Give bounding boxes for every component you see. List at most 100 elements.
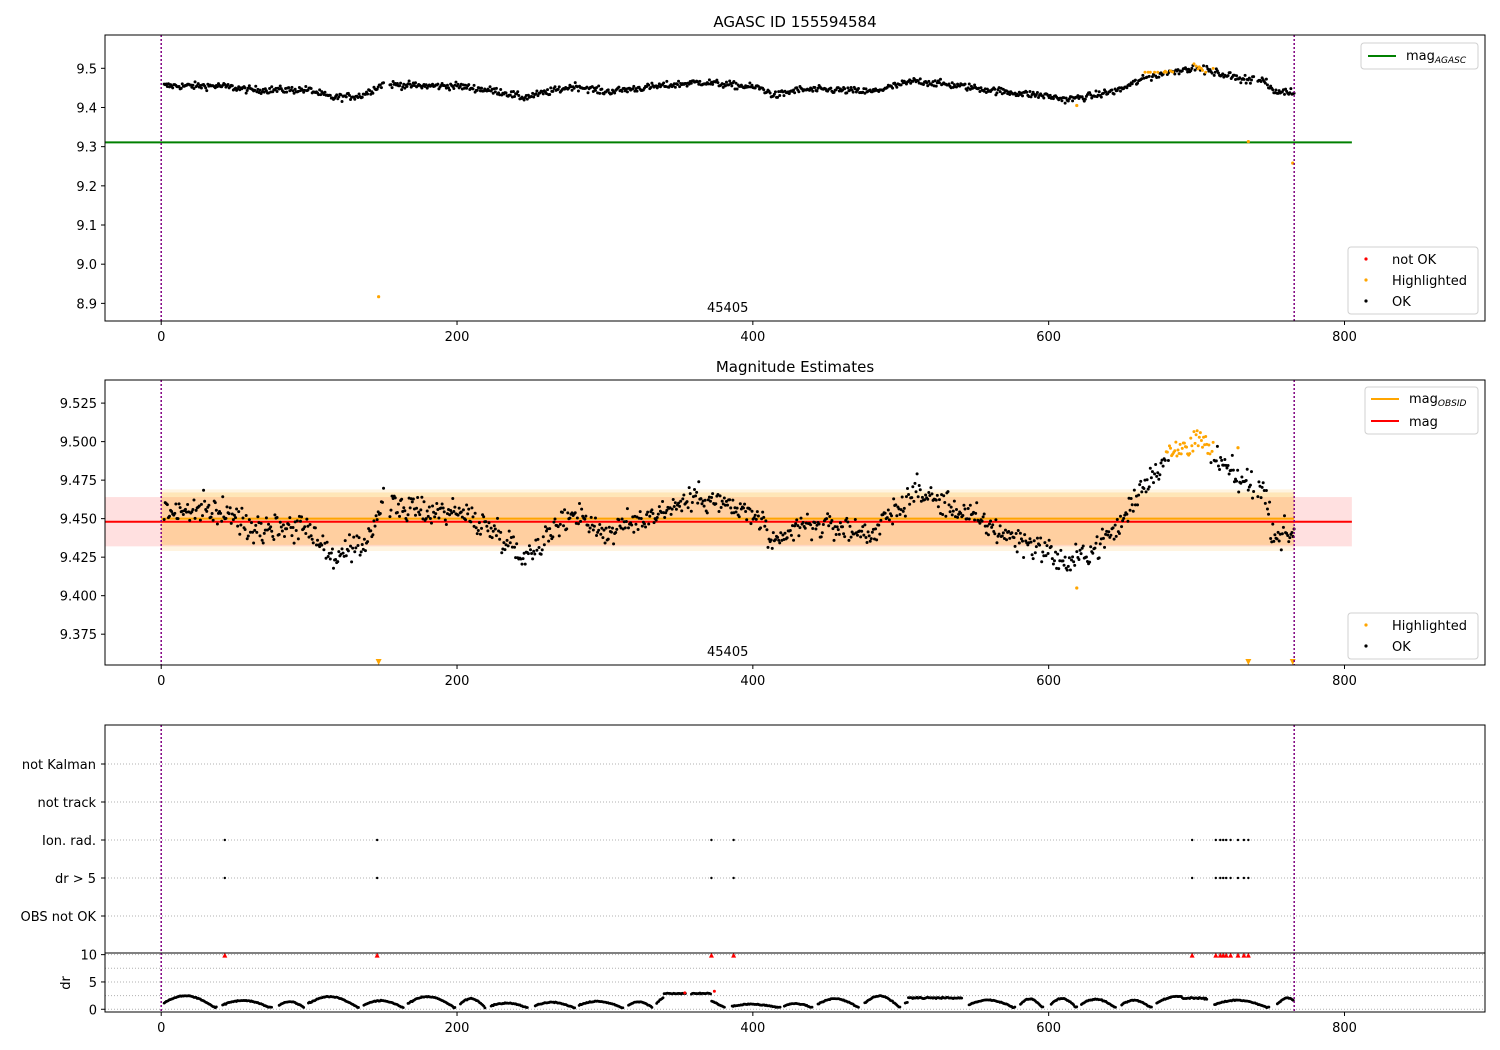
ok-point [353, 97, 357, 101]
ok-point [514, 556, 518, 560]
ok-point [715, 78, 719, 82]
ok-point [431, 82, 435, 86]
axes: 0 200 400 600 800 0 5 10 [80, 949, 1356, 1036]
ok-point [869, 537, 873, 541]
ok-point [1228, 71, 1232, 75]
ok-point [499, 87, 503, 91]
ok-point [986, 533, 990, 537]
ok-point [821, 522, 825, 526]
ok-point [340, 547, 344, 551]
ok-point [1099, 95, 1103, 99]
dr-point [573, 1006, 577, 1010]
ok-point [347, 533, 351, 537]
ok-point [1125, 86, 1129, 90]
ok-point [1021, 539, 1025, 543]
ok-point [1100, 527, 1104, 531]
legend-lines: magAGASC [1360, 42, 1479, 70]
ok-point [636, 527, 640, 531]
ok-point [205, 509, 209, 513]
gridlines [105, 954, 1485, 1010]
ok-point [1104, 90, 1108, 94]
ok-point [787, 92, 791, 96]
ok-point [1113, 523, 1117, 527]
ok-point [1132, 488, 1136, 492]
y-tick-label: 10 [80, 949, 97, 964]
ok-point [815, 89, 819, 93]
ok-point [728, 79, 732, 83]
ok-point [171, 86, 175, 90]
highlighted-point [1075, 103, 1079, 108]
ok-point [290, 85, 294, 89]
ok-point [592, 524, 596, 528]
ok-point [536, 537, 540, 541]
flag-point [1242, 876, 1246, 880]
flag-point [1214, 876, 1218, 880]
ok-point [875, 538, 879, 542]
ok-point [1244, 478, 1248, 482]
ok-point [866, 530, 870, 534]
ok-point [827, 524, 831, 528]
ok-point [533, 552, 537, 556]
ok-point [1128, 83, 1132, 87]
ok-point [371, 533, 375, 537]
ok-point [634, 522, 638, 526]
flag-label: not Kalman [22, 758, 96, 773]
ok-point [549, 86, 553, 90]
ok-point [813, 521, 817, 525]
ok-point [752, 516, 756, 520]
ok-point [1107, 530, 1111, 534]
ok-point [271, 535, 275, 539]
ok-point [1125, 512, 1129, 516]
ok-point [958, 84, 962, 88]
ok-point [903, 514, 907, 518]
ok-point [614, 531, 618, 535]
ok-point [954, 85, 958, 89]
ok-point [427, 505, 431, 509]
flag-point [1221, 838, 1225, 842]
ok-point [898, 513, 902, 517]
y-tick-label: 9.5 [76, 62, 97, 77]
ok-point [527, 544, 531, 548]
ok-point [298, 519, 302, 523]
ok-point [291, 526, 295, 530]
ok-point [995, 91, 999, 95]
plot-frame [104, 952, 1486, 1013]
ok-point [448, 88, 452, 92]
ok-point [366, 92, 370, 96]
axes: 0 200 400 600 800 9.375 9.400 9.425 9.450 9.475 9.… [60, 397, 1357, 689]
ok-point [990, 525, 994, 529]
ok-point [1032, 539, 1036, 543]
ok-point [360, 95, 364, 99]
ok-point [845, 516, 849, 520]
ok-point [841, 88, 845, 92]
ok-point [548, 92, 552, 96]
plot-frame [104, 724, 1486, 954]
ok-point [950, 513, 954, 517]
ok-point [650, 508, 654, 512]
highlighted-point [1153, 70, 1157, 74]
ok-point [316, 538, 320, 542]
ok-point [1290, 530, 1294, 534]
dr-point [810, 1005, 814, 1009]
ok-point [562, 524, 566, 528]
ok-point [1015, 550, 1019, 554]
ok-point [1133, 503, 1137, 507]
ok-point [395, 82, 399, 86]
ok-point [874, 527, 878, 531]
ok-point [851, 90, 855, 94]
highlighted-point [1207, 443, 1211, 447]
flag-point [1224, 876, 1228, 880]
ok-point [1074, 542, 1078, 546]
ok-point [733, 87, 737, 91]
ok-point [724, 80, 728, 84]
ok-point [716, 492, 720, 496]
ok-point [408, 82, 412, 86]
ok-point [305, 517, 309, 521]
ok-point [493, 527, 497, 531]
ok-point [885, 516, 889, 520]
ok-point [476, 529, 480, 533]
ok-point [656, 512, 660, 516]
ok-point [730, 84, 734, 88]
ok-point [1051, 562, 1055, 566]
ok-point [646, 510, 650, 514]
